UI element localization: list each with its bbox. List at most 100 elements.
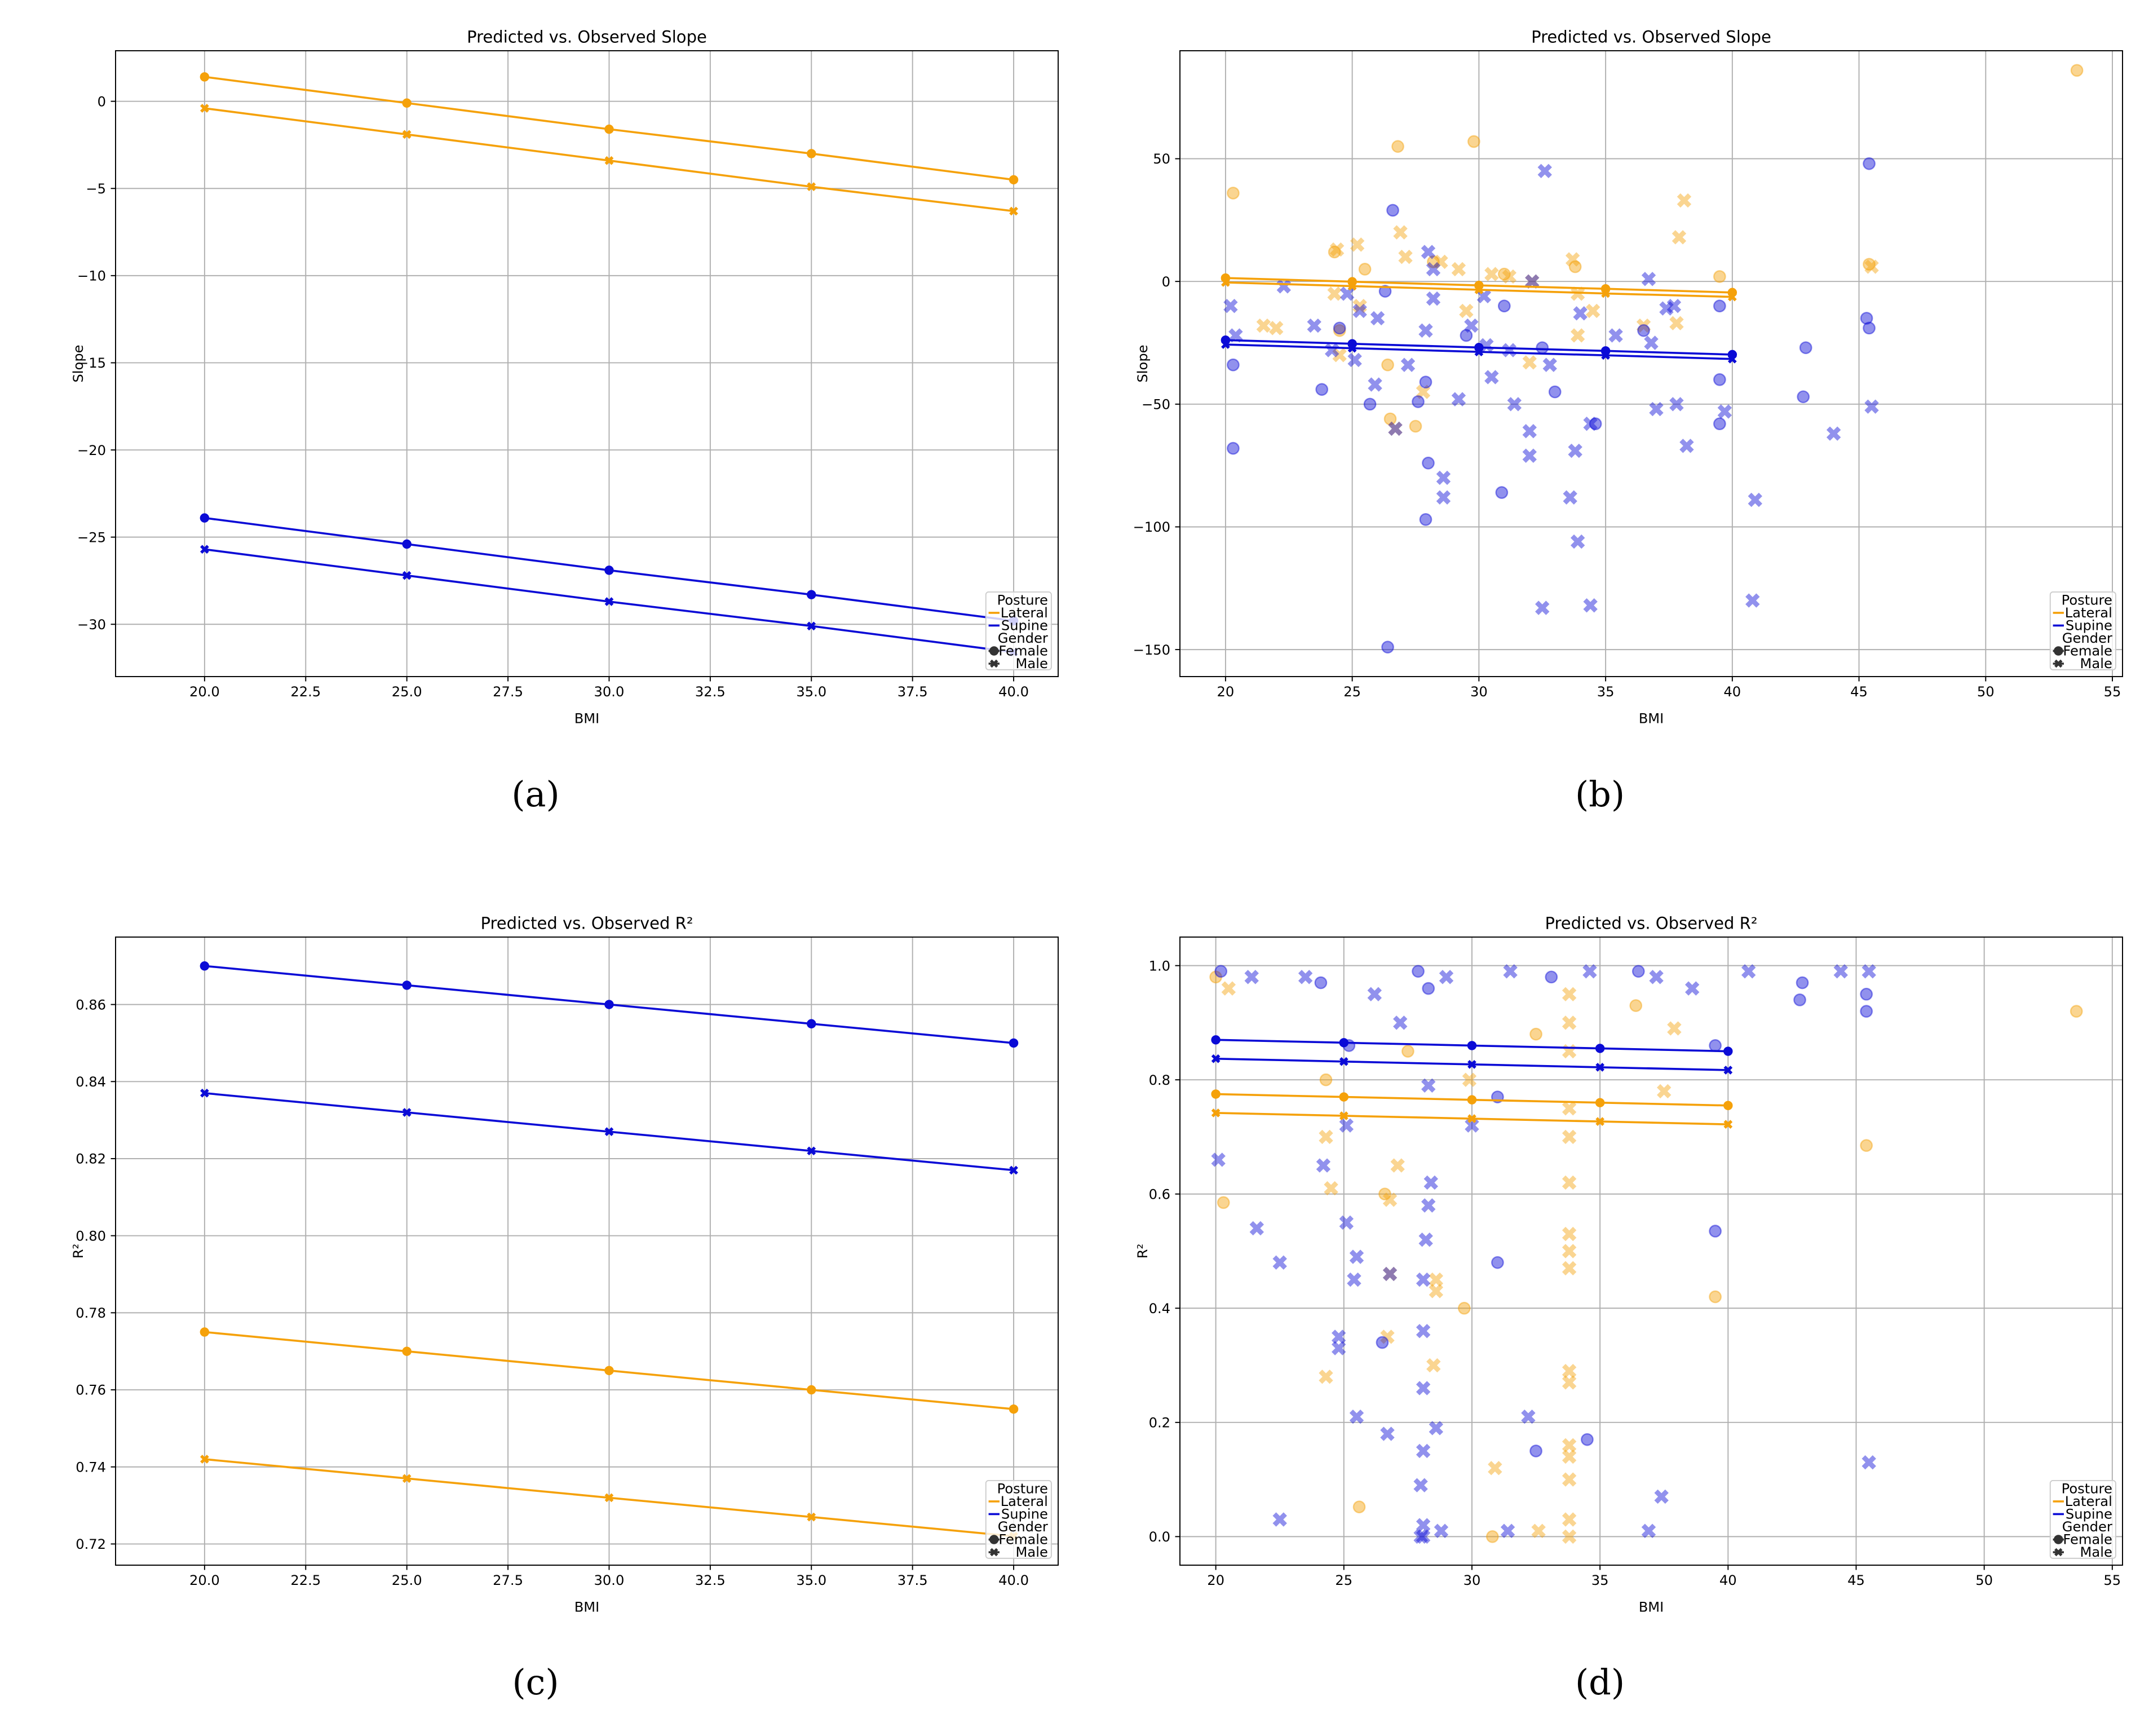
observed-point (1502, 343, 1517, 357)
observed-point (1860, 1005, 1873, 1018)
observed-point (1862, 964, 1876, 979)
observed-point (1535, 600, 1550, 615)
observed-point (1227, 187, 1240, 200)
observed-point (1358, 263, 1372, 276)
series-point (604, 1127, 614, 1137)
observed-point (1562, 1226, 1577, 1242)
observed-point (1709, 1039, 1722, 1052)
x-tick-label: 35.0 (796, 684, 826, 700)
y-tick-label: −50 (1142, 397, 1170, 413)
x-tick-label: 35.0 (796, 1572, 826, 1588)
legend-label-gender-title: Gender (2062, 630, 2112, 646)
observed-point (1860, 1139, 1873, 1152)
observed-point (1672, 230, 1687, 245)
observed-point (1608, 328, 1623, 343)
observed-point (1863, 321, 1876, 335)
legend-box (985, 591, 1052, 670)
series-point (200, 104, 209, 113)
observed-point (1741, 964, 1756, 979)
observed-point (1631, 965, 1645, 978)
observed-point (1298, 970, 1313, 984)
legend-label-supine: Supine (1001, 618, 1048, 634)
x-tick-label: 40 (1723, 684, 1741, 700)
observed-point (1460, 329, 1473, 342)
series-point (1339, 1111, 1348, 1120)
x-tick-label: 30.0 (594, 684, 625, 700)
observed-point (1654, 1489, 1669, 1504)
observed-point (1462, 1072, 1477, 1087)
observed-point (1339, 1118, 1354, 1133)
observed-point (1421, 245, 1436, 259)
observed-point (1585, 303, 1600, 319)
observed-point (1451, 392, 1466, 407)
observed-point (1319, 1129, 1333, 1145)
series-point (402, 1346, 412, 1356)
y-tick-label: 0 (98, 94, 106, 109)
observed-point (1227, 358, 1240, 372)
observed-point (1421, 1198, 1436, 1213)
series-point (1347, 343, 1357, 353)
observed-point (1863, 157, 1876, 170)
observed-point (1386, 204, 1399, 217)
observed-point (1333, 324, 1346, 337)
observed-point (1331, 1329, 1346, 1344)
observed-point (1382, 1266, 1398, 1282)
x-tick-label: 35 (1597, 684, 1615, 700)
observed-point (1497, 299, 1511, 313)
observed-point (1799, 341, 1812, 355)
series-point (1009, 175, 1019, 185)
series-point (402, 130, 412, 139)
observed-point (1319, 1370, 1333, 1384)
observed-point (1570, 534, 1585, 549)
y-tick-label: −25 (77, 529, 106, 545)
observed-point (1349, 1249, 1364, 1264)
series-point (604, 1493, 614, 1503)
observed-point (1522, 355, 1537, 370)
observed-point (1363, 397, 1377, 411)
observed-point (1451, 262, 1466, 277)
series-point (1595, 1098, 1605, 1107)
observed-point (1426, 291, 1441, 306)
y-tick-label: −150 (1133, 642, 1170, 658)
observed-point (1390, 1158, 1405, 1173)
observed-point (1568, 443, 1582, 458)
observed-point (1429, 1284, 1444, 1298)
observed-point (1367, 987, 1382, 1001)
observed-point (2070, 1005, 2083, 1018)
observed-point (1333, 321, 1346, 335)
observed-point (1495, 486, 1509, 499)
series-point (807, 1019, 816, 1029)
observed-point (1314, 976, 1328, 990)
observed-point (1419, 376, 1432, 389)
legend-marker-female (989, 646, 999, 656)
observed-point (1426, 262, 1441, 277)
observed-point (1537, 164, 1552, 179)
observed-point (1381, 640, 1394, 654)
series-point (807, 621, 816, 631)
series-point (1595, 1044, 1605, 1053)
observed-point (1228, 328, 1243, 343)
observed-point (1465, 1118, 1479, 1133)
chart-title: Predicted vs. Observed Slope (1531, 27, 1771, 46)
observed-point (1416, 1381, 1431, 1395)
series-point (1595, 1117, 1605, 1126)
observed-point (1793, 993, 1806, 1006)
series-point (1009, 1404, 1019, 1414)
observed-point (1562, 1244, 1577, 1258)
observed-point (1709, 1290, 1722, 1304)
observed-point (1227, 441, 1240, 455)
observed-point (1563, 490, 1577, 505)
observed-point (1669, 397, 1684, 412)
observed-point (1464, 318, 1479, 333)
series-point (1009, 1038, 1019, 1048)
chart-panel-4: 20 25 30 35 40 45 50 55 0.0 0.2 0.4 0.6 0.8 1.0 Predic… (1135, 913, 2123, 1615)
y-tick-label: −100 (1133, 519, 1170, 535)
observed-point (1507, 397, 1522, 412)
observed-point (1221, 981, 1236, 996)
y-tick-label: 0.2 (1149, 1415, 1170, 1431)
observed-point (1352, 303, 1367, 319)
x-axis-label: BMI (574, 1599, 600, 1615)
series-point (200, 961, 210, 971)
observed-point (1531, 1523, 1546, 1538)
observed-point (1421, 1078, 1436, 1093)
